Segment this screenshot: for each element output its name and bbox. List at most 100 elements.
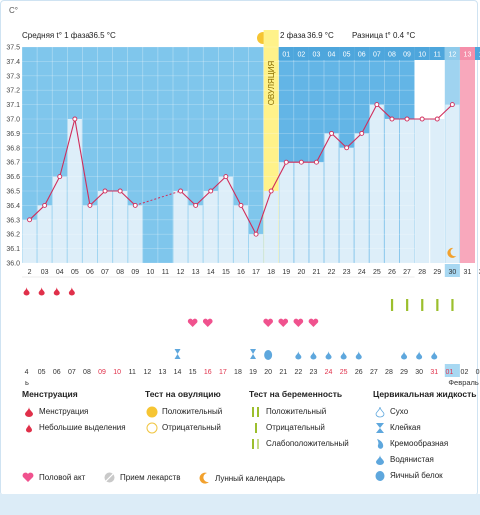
phase2-day-label: 04 xyxy=(328,52,336,59)
temperature-point xyxy=(117,188,123,194)
cycle-day-label: 20 xyxy=(297,269,305,276)
legend-cervical-sticky: Клейкая xyxy=(390,423,421,432)
temperature-point xyxy=(283,159,289,165)
phase2-day-label: 09 xyxy=(403,52,411,59)
temperature-point xyxy=(178,188,184,194)
pregnancy-positive-icon xyxy=(249,406,263,418)
y-tick-label: 37.0 xyxy=(6,117,20,124)
temperature-line xyxy=(29,118,136,221)
moon-icon xyxy=(199,472,209,484)
cycle-day-label: 17 xyxy=(252,269,260,276)
heart-icon xyxy=(263,318,273,327)
temperature-point xyxy=(329,130,334,136)
cycle-day-label: 18 xyxy=(267,269,275,276)
heart-icon xyxy=(308,318,319,327)
legend-intercourse: Половой акт xyxy=(22,472,85,483)
legend-cervical-watery: Водянистая xyxy=(390,455,434,464)
date-label: 10 xyxy=(113,369,121,376)
temperature-point xyxy=(314,159,319,165)
sticky-icon xyxy=(373,422,387,434)
temperature-bar xyxy=(445,104,460,263)
date-label: 09 xyxy=(98,369,106,376)
cycle-day-label: 31 xyxy=(464,269,472,276)
date-label: 25 xyxy=(340,369,348,376)
temperature-bar xyxy=(279,162,294,263)
date-label: 18 xyxy=(234,369,242,376)
y-tick-label: 36.3 xyxy=(6,217,20,224)
y-tick-label: 36.6 xyxy=(6,174,20,181)
y-tick-label: 36.4 xyxy=(6,203,20,210)
legend-ovulation-test: Тест на овуляцию Положительный Отрицател… xyxy=(145,389,222,436)
legend-ovulation-positive: Положительный xyxy=(162,407,223,416)
y-tick-label: 37.2 xyxy=(6,88,20,95)
moon-icon xyxy=(447,247,457,258)
cycle-day-label: 11 xyxy=(162,269,169,276)
temperature-bar xyxy=(324,133,339,263)
egg-white-icon xyxy=(373,470,387,482)
temperature-point xyxy=(434,116,440,122)
date-label: 4 xyxy=(25,369,29,376)
phase2-day-label: 06 xyxy=(358,52,366,59)
temperature-bar xyxy=(339,147,354,263)
legend-cervical-creamy: Кремообразная xyxy=(390,439,449,448)
phase2-day-label: 14 xyxy=(479,52,480,59)
pregnancy-negative-icon xyxy=(249,422,263,434)
pregnancy-test-icon xyxy=(451,299,454,311)
cycle-day-label: 29 xyxy=(433,269,441,276)
temperature-point xyxy=(132,202,138,208)
date-label: 31 xyxy=(430,369,438,376)
temperature-point xyxy=(87,202,93,208)
temperature-bar xyxy=(369,104,384,263)
date-label: 06 xyxy=(53,369,61,376)
y-tick-label: 36.7 xyxy=(6,160,20,167)
legend-pregnancy-weak: Слабоположительный xyxy=(266,439,349,448)
phase2-day-cell xyxy=(384,47,400,60)
phase2-day-label: 03 xyxy=(313,52,321,59)
phase2-day-cell xyxy=(278,47,294,60)
watery-icon xyxy=(373,454,387,466)
ovulation-negative-icon xyxy=(145,422,159,434)
prev-month-label: ь xyxy=(25,378,29,387)
temperature-bar xyxy=(203,191,218,263)
sticky-icon xyxy=(174,349,181,359)
cycle-day-today xyxy=(444,264,460,277)
temperature-point xyxy=(359,130,365,136)
phase2-day-cell xyxy=(444,47,460,60)
date-label: 08 xyxy=(83,369,91,376)
date-label: 27 xyxy=(370,369,378,376)
blood-drop-icon xyxy=(38,287,45,296)
temperature-bar xyxy=(218,176,233,263)
legend-medication-label: Прием лекарств xyxy=(120,473,181,482)
fluid-drop-icon xyxy=(310,351,317,360)
temperature-bar xyxy=(98,191,113,263)
pregnancy-weak-icon xyxy=(249,438,263,450)
date-today-cell xyxy=(444,364,460,377)
cycle-day-label: 23 xyxy=(343,269,351,276)
temperature-point xyxy=(298,159,304,165)
phase2-day-label: 10 xyxy=(418,52,426,59)
cycle-day-label: 06 xyxy=(86,269,94,276)
cycle-day-label: 05 xyxy=(71,269,79,276)
fluid-drop-icon xyxy=(355,351,362,360)
phase2-day-cell xyxy=(399,47,415,60)
cycle-day-label: 04 xyxy=(56,269,64,276)
temperature-point xyxy=(449,102,455,108)
pregnancy-test-icon xyxy=(390,299,394,311)
date-label: 29 xyxy=(400,369,408,376)
temperature-bar xyxy=(128,205,143,263)
pill-icon xyxy=(104,472,115,483)
legend-cervical-dry: Сухо xyxy=(390,407,409,416)
y-tick-label: 36.9 xyxy=(6,131,20,138)
temperature-point xyxy=(27,217,32,223)
temperature-bar xyxy=(173,191,188,263)
phase2-day-label: 01 xyxy=(282,52,290,59)
phase2-day-cell xyxy=(369,47,385,60)
temperature-bar xyxy=(430,119,445,263)
egg-white-icon xyxy=(264,350,273,360)
temperature-bar xyxy=(294,162,309,263)
heart-icon xyxy=(22,472,34,482)
temperature-bar xyxy=(233,205,248,263)
temperature-point xyxy=(238,202,244,208)
date-label: 05 xyxy=(38,369,46,376)
legend-pregnancy-test: Тест на беременность Положительный Отриц… xyxy=(249,389,349,452)
